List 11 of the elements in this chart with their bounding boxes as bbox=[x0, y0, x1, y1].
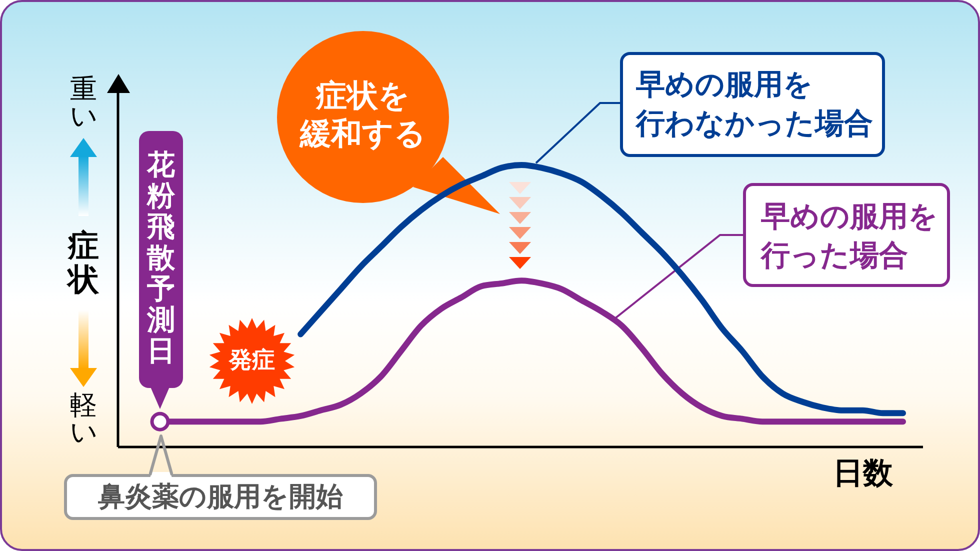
callout-box: 鼻炎薬の服用を開始 bbox=[64, 474, 377, 520]
annotation: 花粉飛散予測日 bbox=[147, 148, 175, 367]
text: 軽い bbox=[70, 390, 98, 448]
label-tag: 花粉飛散予測日 bbox=[139, 131, 183, 388]
text: 重い bbox=[70, 74, 98, 132]
annotation: 発症 bbox=[229, 348, 275, 374]
callout-box: 早めの服用を行わなかった場合 bbox=[620, 52, 885, 157]
y-axis-title: 症状 bbox=[68, 228, 99, 298]
callout-box: 早めの服用を行った場合 bbox=[743, 183, 950, 287]
x-axis-title: 日数 bbox=[833, 456, 893, 491]
text: 症状を緩和する bbox=[300, 77, 426, 153]
